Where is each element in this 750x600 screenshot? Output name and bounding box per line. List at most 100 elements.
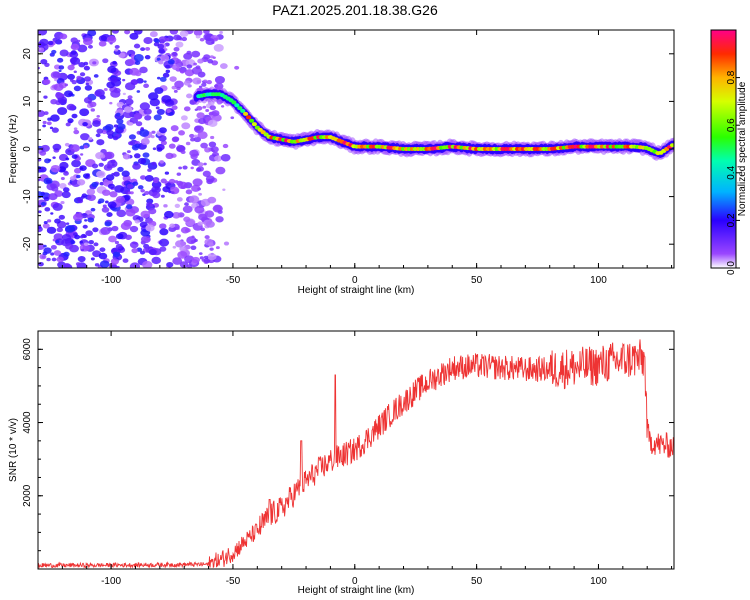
x-tick-label: 0 [352, 275, 358, 286]
noise-blob [209, 105, 216, 111]
noise-blob [79, 165, 87, 171]
noise-blob [179, 261, 189, 268]
noise-blob [53, 250, 62, 256]
noise-blob [77, 44, 88, 53]
noise-blob [50, 252, 55, 256]
noise-blob [124, 82, 136, 91]
noise-blob [101, 206, 110, 213]
noise-blob [85, 173, 90, 177]
noise-blob [43, 111, 49, 116]
noise-blob [203, 79, 208, 83]
noise-blob [128, 134, 136, 140]
noise-blob [65, 157, 70, 161]
noise-blob [72, 213, 83, 222]
noise-blob [193, 125, 204, 133]
noise-blob [178, 130, 185, 136]
noise-blob [177, 181, 188, 190]
noise-blob [142, 260, 153, 268]
noise-blob [47, 40, 54, 46]
noise-blob [197, 131, 208, 140]
noise-blob [129, 241, 139, 249]
noise-blob [206, 79, 213, 85]
noise-blob [129, 225, 139, 233]
ridge-core [234, 103, 240, 108]
noise-blob [88, 136, 93, 141]
noise-blob [74, 234, 81, 240]
noise-blob [145, 224, 155, 232]
noise-blob [179, 246, 187, 252]
noise-blob [133, 54, 144, 62]
colorbar-tick-label: 0.8 [726, 70, 737, 84]
noise-blob [157, 43, 165, 49]
noise-blob [142, 193, 146, 196]
noise-blob [85, 82, 89, 86]
noise-blob [60, 200, 65, 205]
noise-blob [151, 256, 161, 265]
noise-blob [172, 245, 177, 249]
noise-blob [128, 141, 134, 146]
noise-blob [65, 243, 74, 250]
noise-blob [145, 46, 151, 51]
noise-blob [135, 121, 143, 127]
noise-blob [58, 214, 65, 220]
noise-blob [71, 154, 78, 159]
noise-blob [181, 122, 191, 130]
noise-blob [180, 150, 186, 155]
noise-blob [204, 235, 210, 240]
noise-blob [179, 30, 189, 38]
noise-blob [190, 137, 196, 142]
noise-blob [180, 226, 190, 234]
colorbar-gradient [710, 29, 737, 269]
noise-blob [92, 61, 97, 65]
noise-blob [160, 194, 165, 198]
noise-blob [79, 72, 86, 77]
ridge-core [243, 111, 249, 116]
noise-blob [67, 73, 75, 80]
noise-blob [191, 256, 200, 264]
noise-blob [213, 205, 222, 212]
noise-blob [143, 80, 147, 83]
noise-blob [127, 95, 133, 100]
noise-blob [82, 121, 88, 127]
noise-blob [129, 262, 141, 268]
noise-blob [50, 212, 54, 215]
noise-blob [89, 101, 97, 108]
noise-blob [52, 37, 58, 42]
noise-blob [134, 70, 142, 77]
noise-blob [42, 120, 47, 125]
noise-blob [122, 78, 126, 82]
noise-blob [159, 160, 165, 164]
noise-blob [96, 128, 104, 134]
noise-blob [70, 37, 78, 44]
noise-blob [55, 240, 60, 244]
noise-blob [202, 105, 207, 109]
noise-blob [43, 95, 48, 99]
colorbar-tick-label: 0.4 [726, 165, 737, 179]
noise-blob [207, 59, 214, 64]
noise-blob [98, 162, 104, 167]
noise-blob [195, 153, 200, 156]
noise-blob [90, 207, 96, 212]
noise-blob [105, 200, 109, 204]
y-tick-label: 6000 [22, 338, 33, 361]
noise-blob [104, 151, 115, 160]
noise-blob [73, 70, 77, 74]
noise-blob [211, 110, 220, 117]
noise-blob [149, 98, 160, 107]
noise-blob [219, 31, 223, 34]
noise-blob [140, 210, 151, 218]
noise-blob [40, 144, 50, 152]
noise-blob [190, 153, 198, 160]
noise-blob [191, 50, 201, 58]
noise-blob [69, 239, 76, 245]
noise-blob [88, 239, 94, 245]
noise-blob [140, 138, 150, 145]
noise-blob [140, 188, 145, 193]
noise-blob [123, 106, 133, 113]
noise-blob [47, 158, 52, 162]
noise-blob [163, 210, 174, 219]
noise-blob [209, 247, 214, 251]
noise-blob [207, 242, 214, 247]
noise-blob [46, 226, 57, 234]
noise-blob [125, 208, 136, 217]
